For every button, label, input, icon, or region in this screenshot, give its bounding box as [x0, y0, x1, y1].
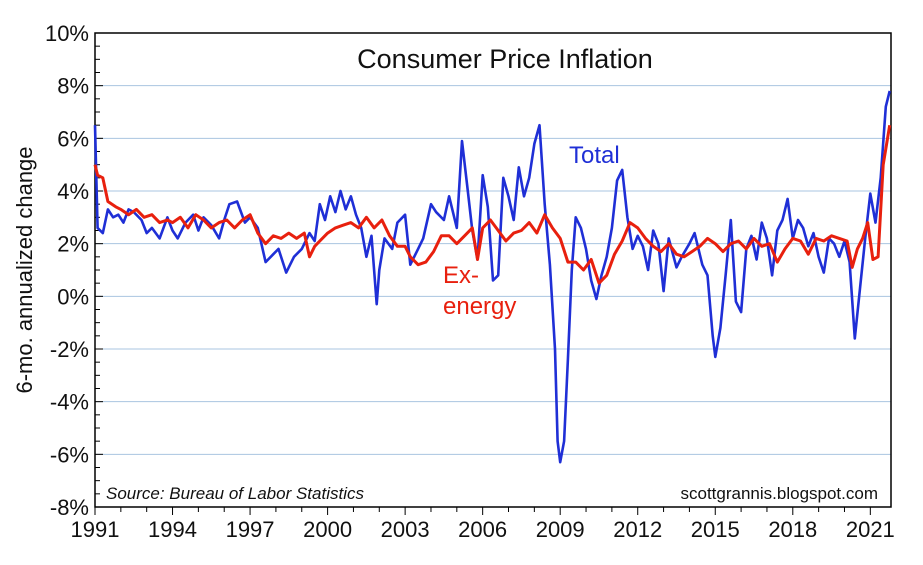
x-tick-label: 1994 — [148, 517, 197, 542]
chart-title: Consumer Price Inflation — [357, 44, 653, 74]
y-tick-label: -8% — [50, 495, 89, 520]
y-tick-label: -4% — [50, 390, 89, 415]
y-tick-label: 2% — [57, 232, 89, 257]
x-tick-label: 2000 — [303, 517, 352, 542]
source-note: Source: Bureau of Labor Statistics — [106, 484, 364, 503]
x-tick-label: 1991 — [71, 517, 120, 542]
y-axis-label: 6-mo. annualized change — [12, 146, 37, 393]
y-tick-label: 4% — [57, 179, 89, 204]
gridlines — [95, 85, 891, 455]
y-tick-label: -2% — [50, 337, 89, 362]
y-tick-label: 10% — [45, 21, 89, 46]
series-label-total: Total — [569, 142, 620, 169]
x-tick-label: 2006 — [458, 517, 507, 542]
y-tick-label: 8% — [57, 74, 89, 99]
x-tick-label: 2012 — [613, 517, 662, 542]
credit-note: scottgrannis.blogspot.com — [681, 484, 879, 503]
y-tick-labels: 10% 8% 6% 4% 2% 0% -2% -4% -6% -8% — [45, 21, 89, 520]
y-tick-label: -6% — [50, 442, 89, 467]
y-tick-label: 6% — [57, 126, 89, 151]
x-tick-label: 2021 — [846, 517, 895, 542]
series-label-ex-energy-line2: energy — [443, 293, 516, 320]
y-tick-label: 0% — [57, 284, 89, 309]
x-tick-label: 2018 — [768, 517, 817, 542]
series-line-ex-energy — [93, 124, 892, 285]
x-tick-label: 2015 — [691, 517, 740, 542]
x-tick-labels: 1991 1994 1997 2000 2003 2006 2009 2012 2015 2018… — [71, 517, 895, 542]
x-tick-label: 2009 — [536, 517, 585, 542]
series-label-ex-energy-line1: Ex- — [443, 262, 479, 289]
x-tick-label: 1997 — [226, 517, 275, 542]
x-tick-label: 2003 — [381, 517, 430, 542]
series-line-total — [93, 90, 891, 464]
